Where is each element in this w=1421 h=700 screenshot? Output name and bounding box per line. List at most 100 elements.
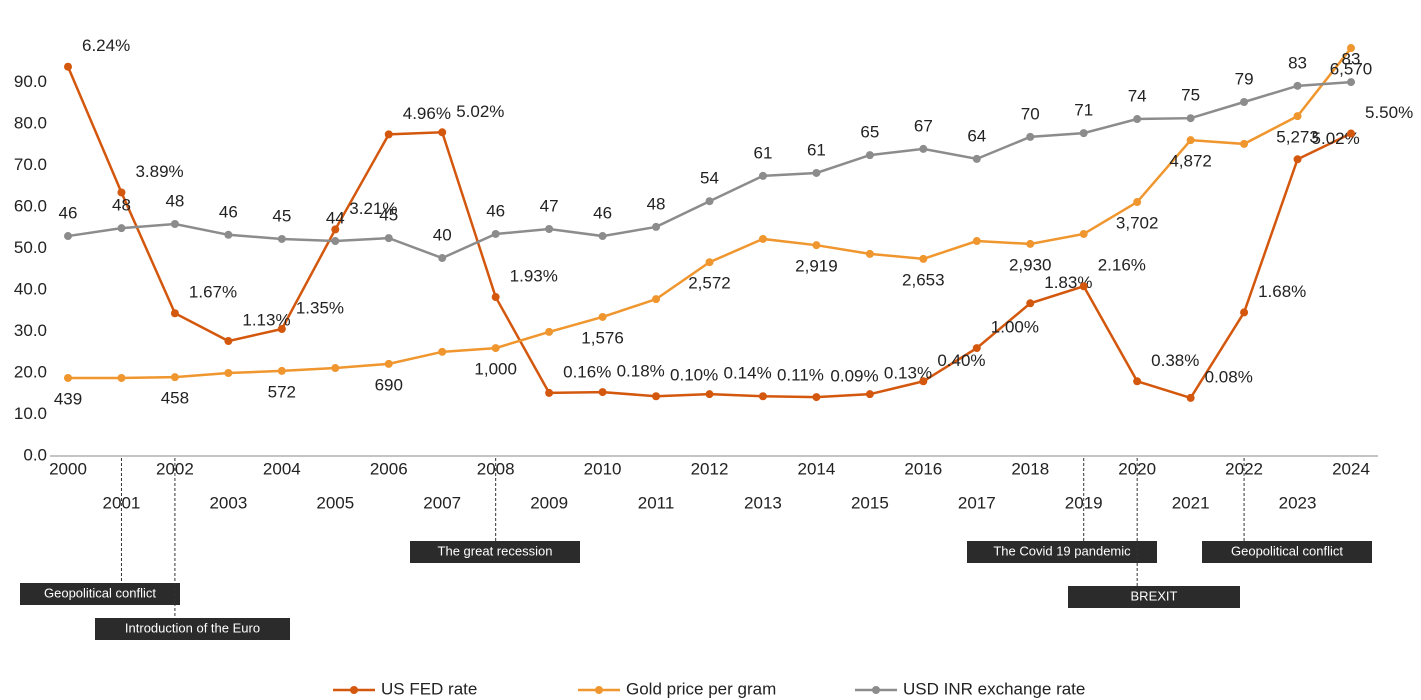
- data-point: [705, 258, 714, 267]
- data-label: 40: [433, 226, 452, 245]
- data-label: 6,570: [1330, 60, 1373, 79]
- data-label: 83: [1342, 50, 1361, 69]
- data-point: [545, 327, 554, 336]
- data-point: [972, 344, 981, 353]
- data-point: [705, 390, 714, 399]
- data-point: [1240, 308, 1249, 317]
- data-label: 1.13%: [242, 311, 290, 330]
- data-label: 3.21%: [349, 199, 397, 218]
- x-tick-label: 2014: [798, 459, 836, 478]
- annotation-box: [20, 583, 180, 605]
- data-label: 0.08%: [1205, 367, 1253, 386]
- data-label: 0.11%: [777, 366, 824, 385]
- x-tick-label: 2016: [904, 459, 942, 478]
- data-label: 46: [59, 204, 78, 223]
- x-tick-label: 2023: [1279, 493, 1317, 512]
- data-point: [331, 237, 340, 246]
- data-point: [705, 197, 714, 206]
- data-label: 44: [326, 209, 345, 228]
- y-tick-label: 80.0: [14, 113, 47, 132]
- data-point: [758, 392, 767, 401]
- data-label: 0.10%: [670, 366, 718, 385]
- data-point: [545, 224, 554, 233]
- data-point: [652, 392, 661, 401]
- data-point: [1079, 129, 1088, 138]
- data-label: 439: [54, 389, 82, 408]
- data-point: [117, 224, 126, 233]
- y-tick-label: 10.0: [14, 404, 47, 423]
- data-point: [865, 151, 874, 160]
- data-point: [331, 364, 340, 373]
- data-label: 2,930: [1009, 255, 1052, 274]
- annotation-box: [1068, 586, 1240, 608]
- data-point: [1026, 132, 1035, 141]
- data-label: 2.16%: [1098, 256, 1146, 275]
- series-line: [66, 66, 1352, 400]
- legend-label: USD INR exchange rate: [903, 679, 1085, 698]
- data-point: [812, 168, 821, 177]
- data-point: [331, 225, 340, 234]
- data-label: 54: [700, 169, 719, 188]
- data-point: [491, 344, 500, 353]
- data-point: [919, 144, 928, 153]
- x-tick-label: 2012: [691, 459, 729, 478]
- data-label: 45: [379, 206, 398, 225]
- data-label: 0.16%: [563, 362, 611, 381]
- data-point: [919, 254, 928, 263]
- data-label: 1.67%: [189, 283, 237, 302]
- data-point: [384, 234, 393, 243]
- data-point: [170, 373, 179, 382]
- data-label: 61: [807, 140, 826, 159]
- legend-marker: [595, 686, 603, 694]
- annotation-box: [95, 618, 290, 640]
- data-label: 0.13%: [884, 364, 932, 383]
- data-point: [438, 254, 447, 263]
- data-point: [491, 229, 500, 238]
- data-point: [1133, 377, 1142, 386]
- data-point: [1347, 44, 1355, 53]
- data-point: [598, 232, 607, 241]
- data-point: [652, 222, 661, 231]
- y-tick-label: 40.0: [14, 279, 47, 298]
- data-point: [1186, 393, 1195, 402]
- x-tick-label: 2001: [103, 493, 141, 512]
- data-label: 2,919: [795, 257, 838, 276]
- x-tick-label: 2017: [958, 493, 996, 512]
- data-point: [64, 62, 72, 71]
- x-tick-label: 2004: [263, 459, 301, 478]
- x-tick-label: 2007: [423, 493, 461, 512]
- x-tick-label: 2006: [370, 459, 408, 478]
- data-label: 71: [1074, 101, 1093, 120]
- data-point: [1026, 239, 1035, 248]
- y-tick-label: 70.0: [14, 155, 47, 174]
- data-point: [491, 293, 500, 302]
- x-tick-label: 2000: [49, 459, 87, 478]
- x-tick-label: 2011: [638, 493, 675, 512]
- data-point: [1293, 155, 1302, 164]
- data-label: 1,576: [581, 328, 624, 347]
- data-label: 48: [165, 191, 184, 210]
- data-label: 690: [375, 375, 403, 394]
- data-label: 48: [112, 196, 131, 215]
- y-tick-label: 60.0: [14, 196, 47, 215]
- annotation-text: Geopolitical conflict: [1231, 543, 1343, 558]
- data-point: [865, 249, 874, 258]
- data-label: 79: [1235, 69, 1254, 88]
- data-point: [277, 325, 286, 334]
- y-tick-label: 50.0: [14, 238, 47, 257]
- data-label: 3.89%: [135, 162, 183, 181]
- data-point: [1133, 115, 1142, 124]
- data-point: [972, 154, 981, 163]
- annotation-box: [410, 541, 580, 563]
- data-point: [1079, 229, 1088, 238]
- data-point: [865, 390, 874, 399]
- data-point: [1026, 299, 1035, 308]
- annotation-box: [1202, 541, 1372, 563]
- x-tick-label: 2010: [584, 459, 622, 478]
- x-tick-label: 2015: [851, 493, 889, 512]
- data-label: 45: [272, 206, 291, 225]
- data-point: [598, 388, 607, 397]
- data-label: 5.02%: [456, 102, 504, 121]
- data-label: 3,702: [1116, 214, 1159, 233]
